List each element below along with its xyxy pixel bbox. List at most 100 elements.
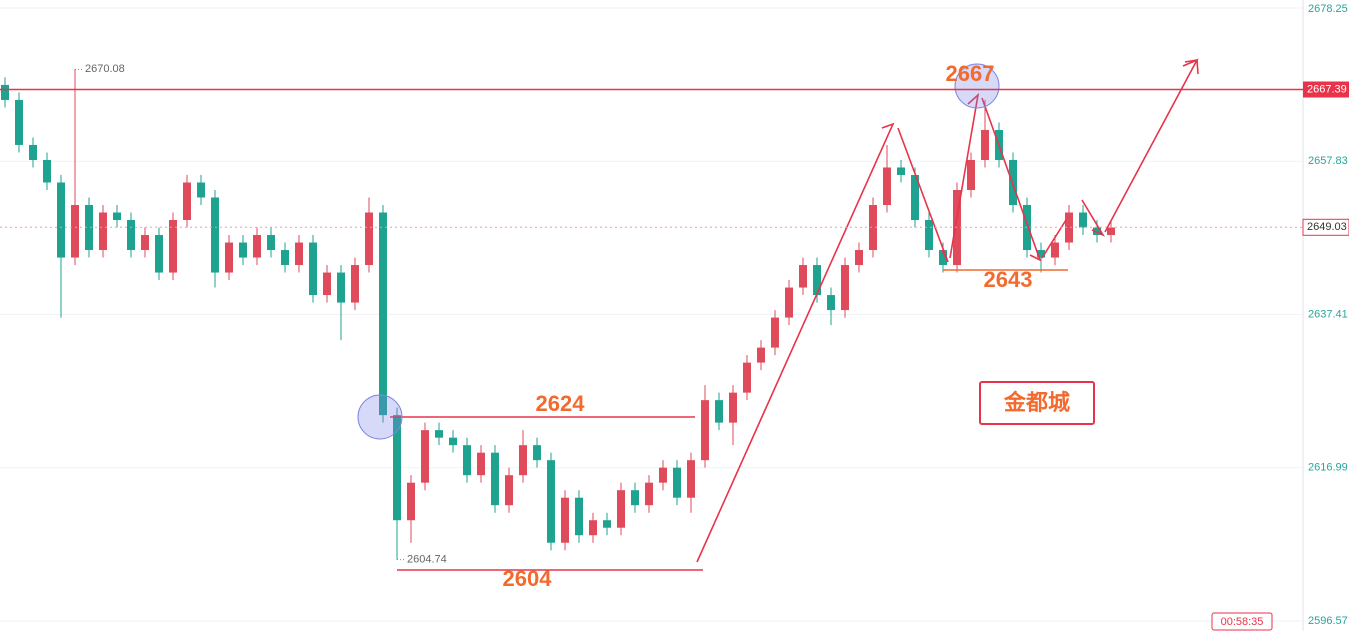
candle-body bbox=[911, 174, 919, 221]
highlight-circle bbox=[954, 63, 1000, 109]
candle-body bbox=[393, 415, 401, 521]
candle-body bbox=[547, 460, 555, 543]
drawings bbox=[390, 58, 1199, 571]
countdown: 00:58:35 bbox=[1221, 616, 1264, 628]
candle-body bbox=[743, 362, 751, 393]
candle-body bbox=[827, 295, 835, 311]
candle-body bbox=[281, 250, 289, 266]
candle-body bbox=[631, 490, 639, 506]
annotation: 2643 bbox=[984, 267, 1033, 292]
candle-body bbox=[43, 159, 51, 183]
arrow-head bbox=[1184, 59, 1199, 75]
candle-body bbox=[421, 430, 429, 483]
highlight-circle bbox=[357, 394, 403, 440]
candle-body bbox=[939, 250, 947, 266]
low-label: 2604.74 bbox=[407, 554, 447, 566]
candle-body bbox=[407, 482, 415, 521]
candle-body bbox=[463, 445, 471, 476]
candle-body bbox=[617, 490, 625, 528]
candle-body bbox=[1, 84, 9, 100]
y-tick-label: 2678.25 bbox=[1308, 3, 1348, 15]
candle-body bbox=[197, 182, 205, 198]
y-tick-label: 2657.83 bbox=[1308, 155, 1348, 167]
candle-body bbox=[841, 265, 849, 311]
price-tag-label: 2667.39 bbox=[1307, 83, 1347, 95]
candle-body bbox=[1079, 212, 1087, 228]
candle-body bbox=[897, 167, 905, 175]
candle-body bbox=[925, 220, 933, 251]
candle-body bbox=[449, 437, 457, 446]
candle-body bbox=[953, 189, 961, 266]
high-label: 2670.08 bbox=[85, 63, 125, 75]
candle-body bbox=[869, 205, 877, 251]
countdown-box bbox=[1211, 612, 1273, 631]
arrow bbox=[1081, 199, 1106, 237]
candle-body bbox=[309, 242, 317, 296]
candle-body bbox=[799, 265, 807, 288]
candle-body bbox=[561, 497, 569, 543]
arrow bbox=[949, 92, 980, 259]
candle-body bbox=[603, 520, 611, 528]
annotation: 2604 bbox=[503, 566, 553, 591]
candle-body bbox=[687, 460, 695, 498]
candle-body bbox=[1093, 227, 1101, 236]
annotation: 2667 bbox=[946, 61, 995, 86]
candle-body bbox=[659, 467, 667, 483]
candle-body bbox=[855, 250, 863, 266]
candle-body bbox=[715, 400, 723, 423]
candle-body bbox=[141, 235, 149, 251]
candle-body bbox=[365, 212, 373, 266]
price-tag bbox=[1303, 81, 1349, 98]
annotation: 金都城 bbox=[1003, 390, 1070, 415]
candle-body bbox=[505, 475, 513, 506]
candle-body bbox=[127, 220, 135, 251]
annotation: 2624 bbox=[536, 391, 586, 416]
candle-body bbox=[337, 272, 345, 303]
candle-body bbox=[169, 220, 177, 273]
candle-body bbox=[295, 242, 303, 266]
candle-body bbox=[813, 265, 821, 296]
candle-body bbox=[533, 445, 541, 461]
arrow bbox=[897, 127, 949, 263]
candle-body bbox=[57, 182, 65, 258]
arrow bbox=[981, 97, 1042, 262]
candle-body bbox=[967, 159, 975, 190]
candle-body bbox=[673, 467, 681, 498]
candle-body bbox=[113, 212, 121, 221]
candle-body bbox=[575, 497, 583, 536]
candle-body bbox=[645, 482, 653, 506]
y-tick-label: 2596.57 bbox=[1308, 615, 1348, 627]
candle-body bbox=[701, 400, 709, 461]
candle-body bbox=[351, 265, 359, 303]
candle-body bbox=[1107, 227, 1115, 236]
candle-body bbox=[211, 197, 219, 273]
candle-body bbox=[1037, 250, 1045, 258]
candle-body bbox=[1023, 205, 1031, 251]
candle-body bbox=[477, 452, 485, 476]
y-tick-label: 2637.41 bbox=[1308, 308, 1348, 320]
candle-body bbox=[771, 317, 779, 348]
last-price-label: 2649.03 bbox=[1307, 221, 1347, 233]
candle-body bbox=[883, 167, 891, 206]
candle-body bbox=[785, 287, 793, 318]
candle-body bbox=[729, 392, 737, 423]
candle-body bbox=[323, 272, 331, 296]
candle-body bbox=[1051, 242, 1059, 258]
candle-body bbox=[183, 182, 191, 221]
label-box bbox=[979, 381, 1095, 425]
candle-body bbox=[379, 212, 387, 416]
candle-body bbox=[239, 242, 247, 258]
arrow bbox=[696, 122, 895, 563]
candle-body bbox=[85, 205, 93, 251]
candle-body bbox=[267, 235, 275, 251]
candle-body bbox=[435, 430, 443, 438]
candle-body bbox=[589, 520, 597, 536]
candle-body bbox=[225, 242, 233, 273]
candle-body bbox=[491, 452, 499, 506]
y-tick-label: 2616.99 bbox=[1308, 462, 1348, 474]
candle-body bbox=[155, 235, 163, 273]
grid bbox=[0, 7, 1303, 622]
candle-body bbox=[253, 235, 261, 258]
